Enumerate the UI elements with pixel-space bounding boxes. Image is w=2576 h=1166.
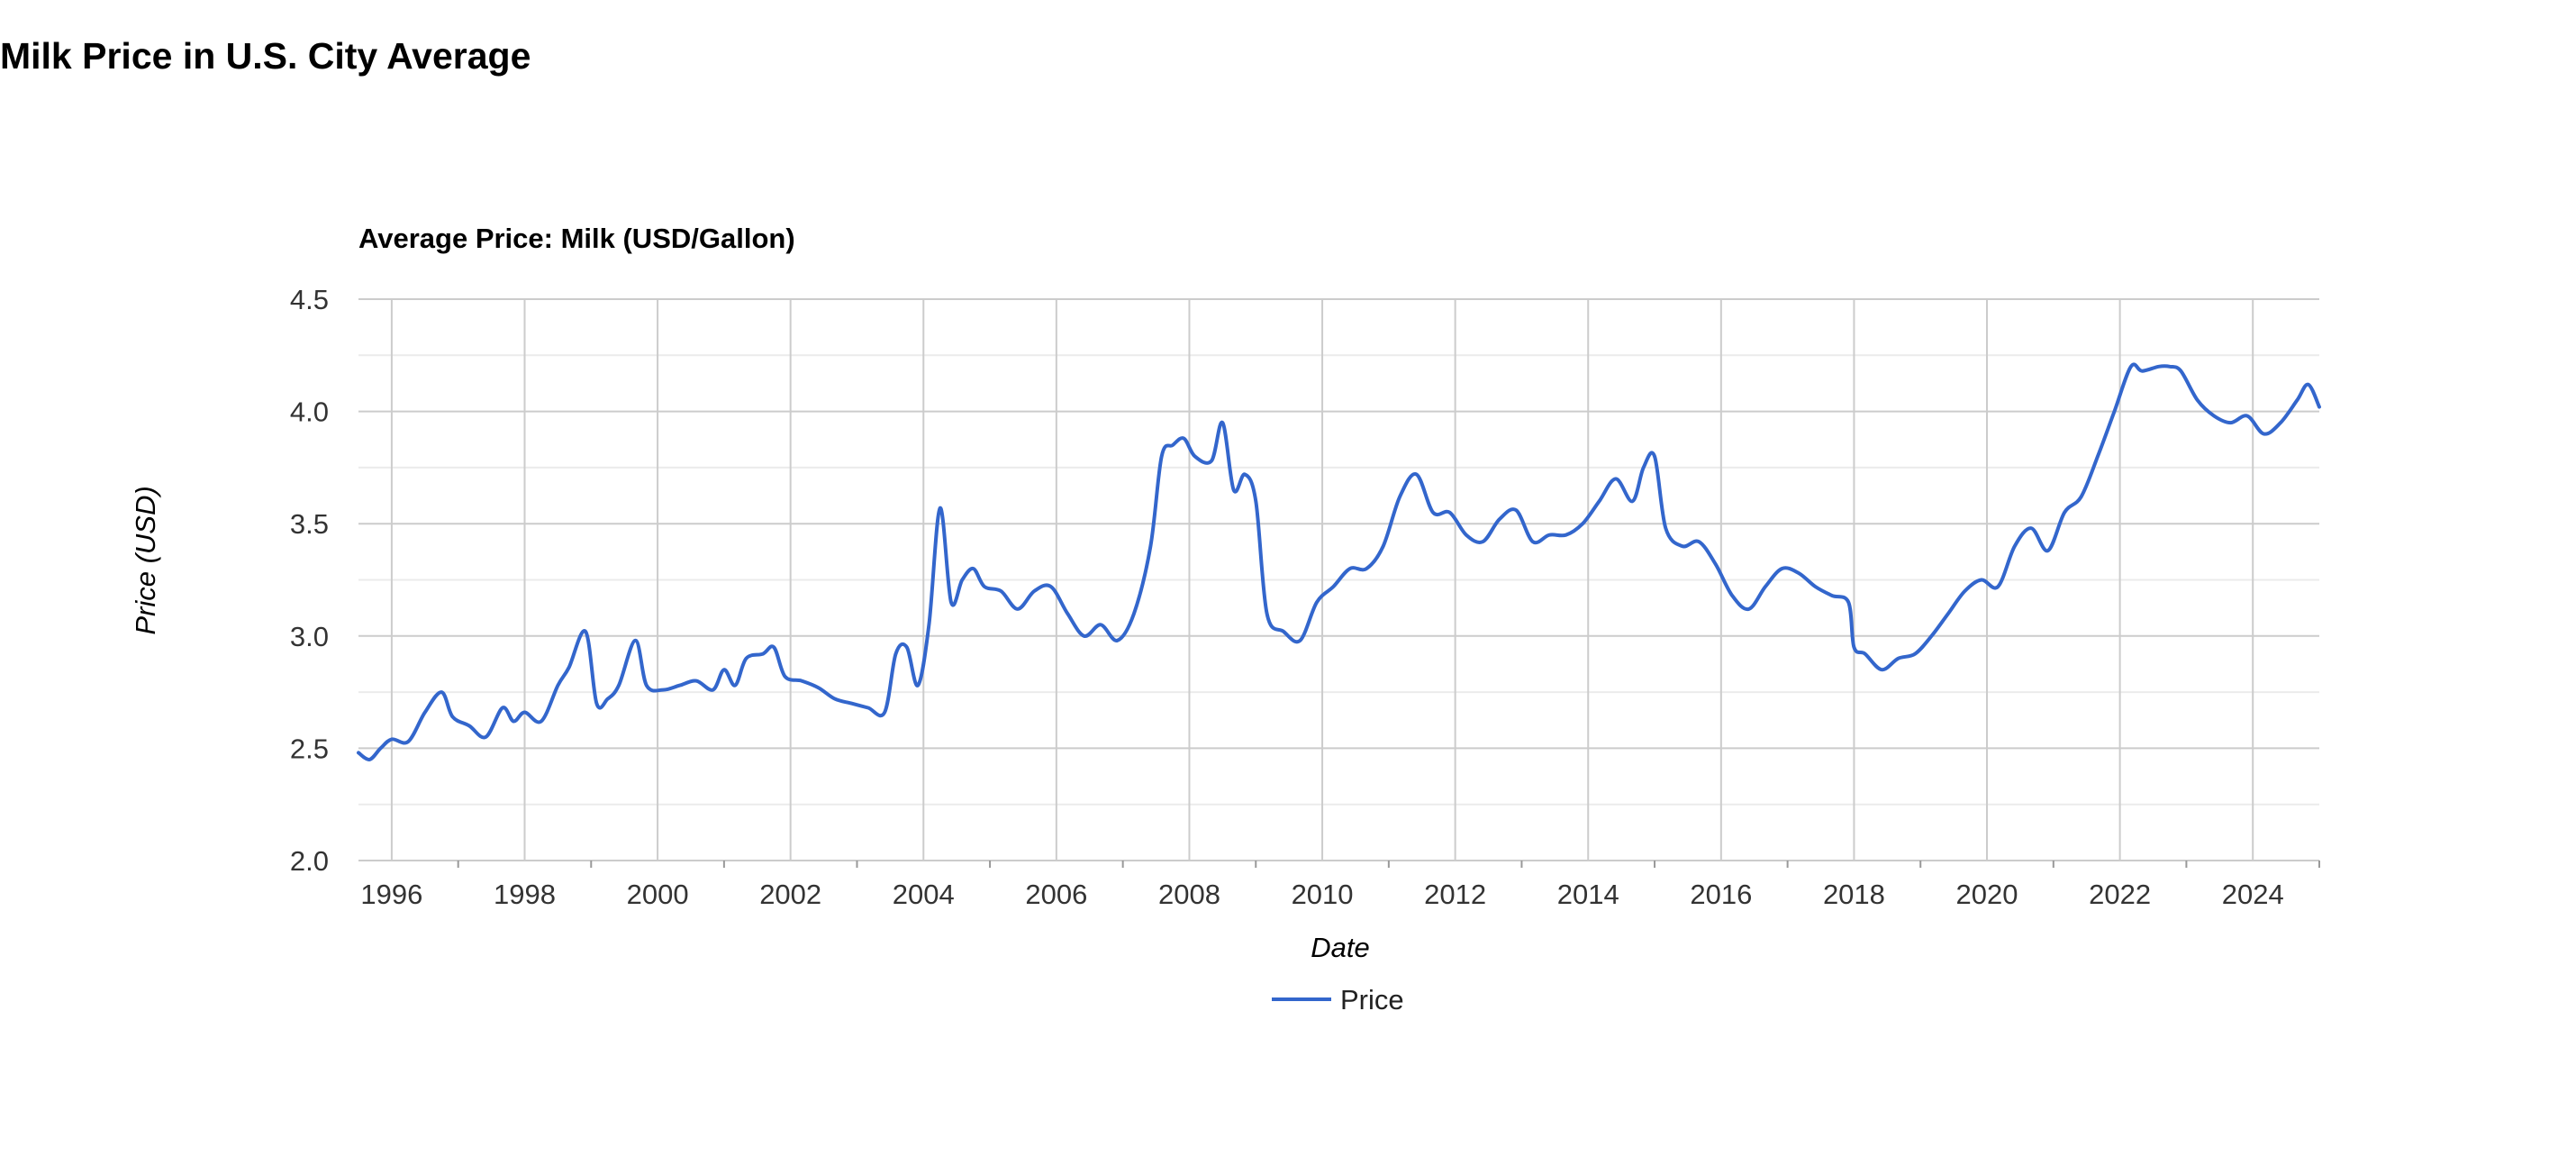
y-tick-label: 2.0 <box>290 845 329 877</box>
legend-label-price: Price <box>1340 984 1404 1016</box>
legend: Price <box>1272 984 1404 1016</box>
y-tick-label: 3.0 <box>290 621 329 652</box>
x-tick-label: 2006 <box>1025 879 1087 910</box>
x-tick-label: 1996 <box>360 879 422 910</box>
x-tick-label: 2020 <box>1956 879 2018 910</box>
y-tick-label: 4.0 <box>290 396 329 428</box>
x-axis-ticks: 1996 1998 2000 2002 2004 2006 2008 2010 2012 2014… <box>360 861 2320 910</box>
y-tick-label: 2.5 <box>290 733 329 764</box>
x-tick-label: 1998 <box>494 879 556 910</box>
x-tick-label: 2014 <box>1557 879 1619 910</box>
x-tick-label: 2000 <box>627 879 689 910</box>
chart-title: Average Price: Milk (USD/Gallon) <box>358 223 795 254</box>
y-axis-label: Price (USD) <box>130 486 161 634</box>
x-tick-label: 2022 <box>2089 879 2151 910</box>
major-gridlines <box>358 298 2319 861</box>
x-axis-label: Date <box>1311 932 1369 963</box>
x-tick-label: 2018 <box>1823 879 1885 910</box>
series-layer <box>357 362 2321 761</box>
series-line-price <box>357 362 2321 761</box>
x-tick-label: 2012 <box>1424 879 1486 910</box>
x-tick-label: 2008 <box>1158 879 1220 910</box>
page-title: Milk Price in U.S. City Average <box>0 35 531 77</box>
x-tick-label: 2010 <box>1292 879 1354 910</box>
y-tick-label: 3.5 <box>290 508 329 540</box>
x-tick-label: 2016 <box>1690 879 1752 910</box>
y-axis-ticks: 2.0 2.5 3.0 3.5 4.0 4.5 <box>290 284 329 877</box>
y-tick-label: 4.5 <box>290 284 329 315</box>
x-tick-label: 2002 <box>759 879 821 910</box>
x-tick-label: 2004 <box>893 879 955 910</box>
x-tick-label: 2024 <box>2222 879 2284 910</box>
